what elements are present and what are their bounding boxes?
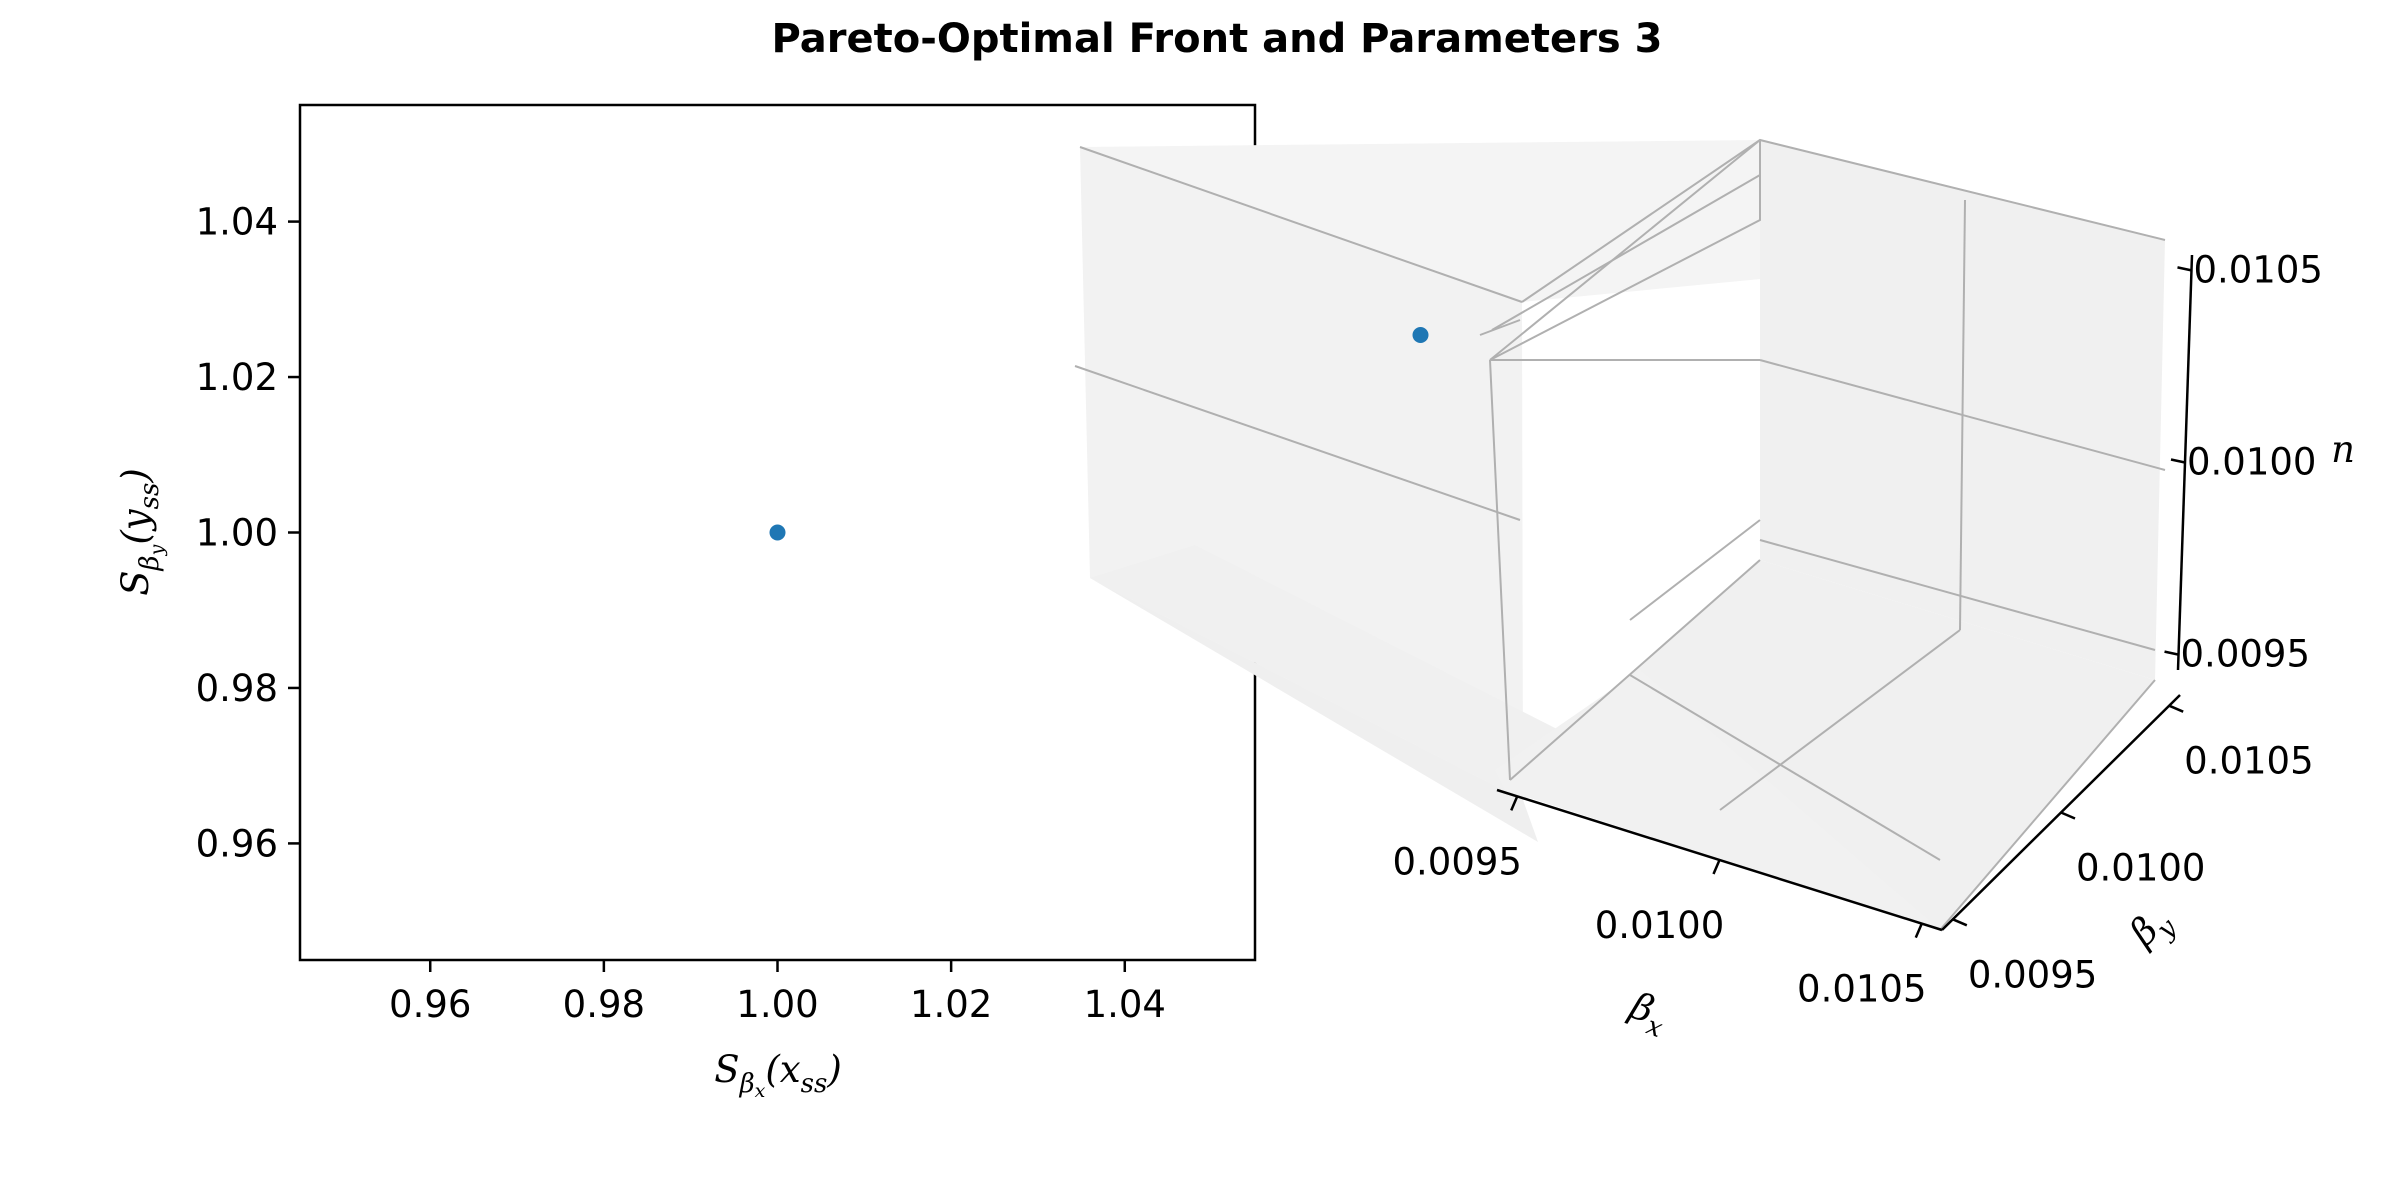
scatter-3d-ticks: 0.0095 0.0100 0.0105 0.0095 0.0100 0.0105 0.00… [1392,248,2322,1010]
scatter-3d-grid [1074,138,2166,931]
z3d-tick-label: 0.0100 [2187,441,2316,484]
x-tick-label: 0.98 [563,983,645,1026]
x3d-tick-label: 0.0105 [1797,968,1926,1011]
x3d-tick-mark [1914,923,1923,939]
data-point [769,524,786,541]
pane-floor-front [1495,670,1940,930]
z3d-tick-mark [2177,266,2192,272]
scatter-3d-points [1412,327,1429,343]
scatter-2d-y-ticks: 0.96 0.98 1.00 1.02 1.04 [196,201,300,865]
x-tick-label: 1.00 [736,983,818,1026]
x3d-tick-label: 0.0100 [1595,904,1724,947]
pane-back-left [1080,147,1523,800]
y-tick-label: 1.00 [196,512,278,555]
z3d-tick-mark [2170,458,2186,464]
x3d-tick-mark [1712,859,1721,875]
y3d-tick-label: 0.0100 [2076,847,2205,890]
x3d-tick-mark [1510,795,1519,811]
pane-floor-inner [1090,545,1618,800]
x-tick-label: 0.96 [389,983,471,1026]
scatter-3d-axes: 0.0095 0.0100 0.0105 0.0095 0.0100 0.0105 0.00… [1074,138,2355,1044]
y3d-tick-mark [2168,704,2184,713]
z3d-tick-mark [2164,650,2179,656]
z3d-tick-label: 0.0105 [2193,248,2322,291]
y-tick-label: 0.98 [196,667,278,710]
x3d-tick-label: 0.0095 [1392,840,1521,883]
pane-floor-right [1512,560,2155,930]
y-tick-label: 1.04 [196,201,278,244]
x-tick-label: 1.04 [1084,983,1166,1026]
y3d-tick-mark [1952,918,1968,927]
data-point-3d [1412,327,1429,343]
scatter-3d-z-axis-label: n [2331,428,2355,471]
x-tick-label: 1.02 [910,983,992,1026]
y3d-tick-label: 0.0105 [2184,740,2313,783]
y3d-tick-mark [2060,811,2076,820]
scatter-2d-points [769,524,786,541]
y3d-tick-label: 0.0095 [1968,953,2097,996]
pane-back-right-edge [1090,578,1538,842]
y-tick-label: 1.02 [196,356,278,399]
y-tick-label: 0.96 [196,822,278,865]
z3d-tick-label: 0.0095 [2181,633,2310,676]
figure-title: Pareto-Optimal Front and Parameters 3 [772,16,1663,62]
scatter-2d-x-ticks: 0.96 0.98 1.00 1.02 1.04 [389,960,1166,1026]
